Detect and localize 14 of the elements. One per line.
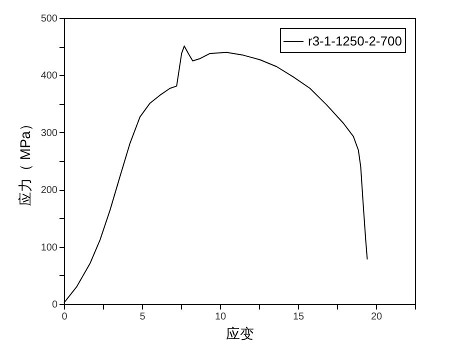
x-axis-title: 应变 (226, 326, 254, 342)
x-tick-label: 0 (62, 312, 68, 322)
y-axis-title: 应力（ MPa） (16, 117, 33, 206)
x-tick-label: 15 (292, 312, 304, 322)
y-tick-label: 0 (52, 300, 58, 310)
y-tick-label: 100 (40, 242, 58, 254)
y-tick-label: 300 (40, 128, 58, 139)
legend-label: r3-1-1250-2-700 (308, 34, 402, 48)
x-tick-label: 20 (370, 312, 382, 322)
y-tick-label: 200 (40, 185, 58, 196)
x-tick-label: 10 (214, 312, 226, 322)
y-tick-label: 400 (40, 70, 58, 82)
y-tick-label: 500 (40, 14, 58, 24)
x-tick-label: 5 (140, 312, 146, 322)
